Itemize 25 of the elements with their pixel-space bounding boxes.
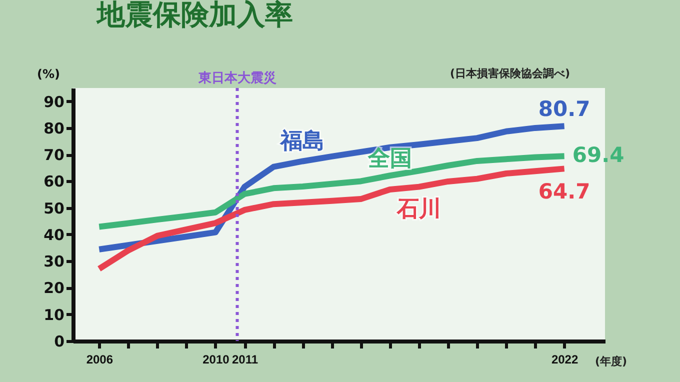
x-tick-label: 2022 (551, 352, 578, 366)
x-tick-label: 2006 (86, 352, 114, 366)
x-tick-label: 2010 (202, 352, 230, 366)
y-tick-label: 70 (44, 146, 64, 164)
x-tick-label: 2011 (232, 352, 258, 366)
y-tick-label: 10 (44, 306, 64, 324)
y-axis-title: (%) (37, 67, 60, 81)
y-tick-label: 80 (44, 119, 64, 138)
text: (日本損害保険協会調べ) (450, 67, 570, 80)
series-label: 全国 (366, 146, 412, 172)
y-tick-label: 30 (44, 252, 64, 271)
y-tick-label: 0 (54, 332, 64, 350)
chart-title: 地震保険加入率 (95, 0, 293, 31)
series-label: 石川 (396, 196, 441, 222)
y-tick-label: 90 (44, 92, 64, 111)
y-tick-label: 40 (44, 226, 64, 244)
data-label: 80.7 (538, 97, 590, 122)
y-tick-label: 60 (44, 172, 64, 191)
text: (年度) (595, 355, 628, 368)
data-label: 64.7 (538, 180, 590, 204)
ref-line-label: 東日本大震災 (197, 70, 276, 86)
series-label: 福島 (280, 129, 325, 154)
y-tick-label: 20 (44, 279, 64, 298)
data-label: 69.4 (572, 143, 624, 168)
y-tick-label: 50 (44, 199, 64, 218)
